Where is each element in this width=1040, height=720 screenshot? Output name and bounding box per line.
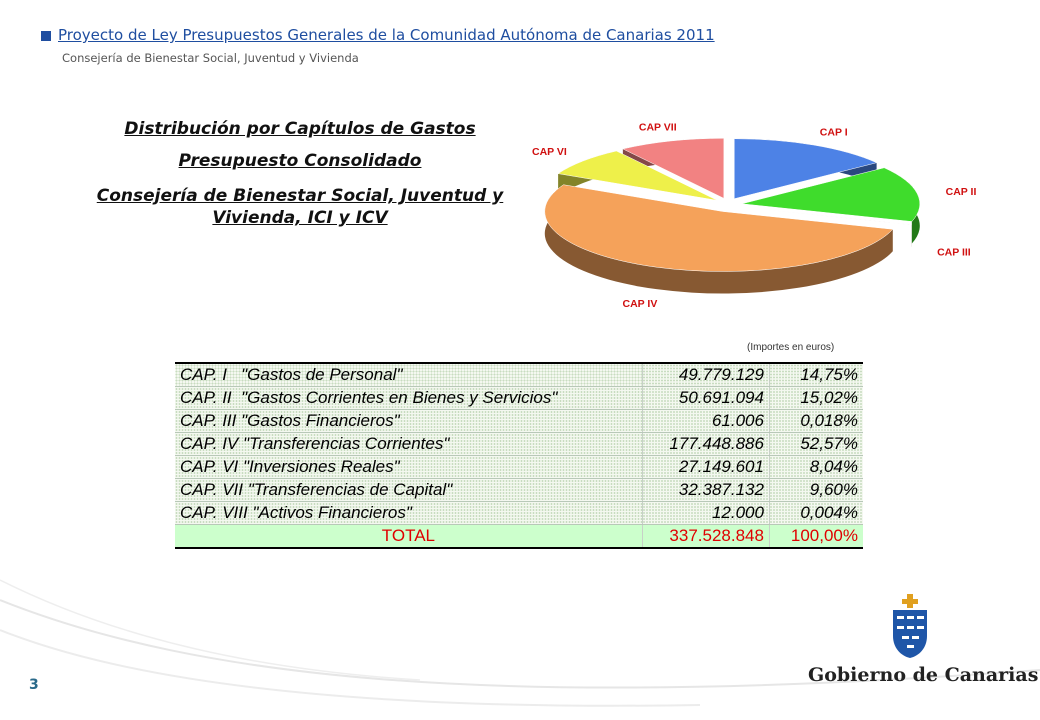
table-cell: 9,60%: [768, 478, 863, 502]
decoration: [0, 579, 1040, 707]
chart-title: Distribución por Capítulos de Gastos: [124, 119, 476, 139]
table-row: CAP. VI "Inversiones Reales" 27.149.601 8,…: [175, 455, 863, 479]
slice-label: CAP VI: [532, 146, 567, 158]
table-cell: CAP. I "Gastos de Personal": [175, 363, 643, 387]
table-cell: CAP. III "Gastos Financieros": [175, 409, 643, 433]
table-row: CAP. VIII "Activos Financieros" 12.000 0,0…: [175, 501, 863, 525]
table-row: CAP. IV "Transferencias Corrientes" 177.4…: [175, 432, 863, 456]
table-cell: CAP. VI "Inversiones Reales": [175, 455, 643, 479]
budget-table: CAP. I "Gastos de Personal" 49.779.129 14,…: [175, 362, 863, 549]
slice: [622, 138, 725, 199]
slice: [734, 138, 878, 200]
table-row: CAP. III "Gastos Financieros" 61.006 0,018…: [175, 409, 863, 433]
table-cell: 32.387.132: [641, 478, 770, 502]
header-title[interactable]: Proyecto de Ley Presupuestos Generales d…: [58, 26, 715, 44]
table-cell: 27.149.601: [641, 455, 770, 479]
table-cell: 52,57%: [768, 432, 863, 456]
slice: [557, 150, 718, 201]
table-cell: 12.000: [641, 501, 770, 525]
table-cell: CAP. VII "Transferencias de Capital": [175, 478, 643, 502]
table-cell: 61.006: [641, 409, 770, 433]
table-cell: CAP. VIII "Activos Financieros": [175, 501, 643, 525]
page-number: 3: [29, 677, 39, 693]
table-cell: 100,00%: [768, 524, 863, 549]
table-row: CAP. I "Gastos de Personal" 49.779.129 14,…: [175, 363, 863, 387]
table-cell: 177.448.886: [641, 432, 770, 456]
table-cell: CAP. II "Gastos Corrientes en Bienes y S…: [175, 386, 643, 410]
table-note: (Importes en euros): [747, 342, 835, 353]
slice-label: CAP IV: [623, 298, 658, 310]
chart-subtitle: Presupuesto Consolidado: [178, 151, 422, 171]
table-cell: 50.691.094: [641, 386, 770, 410]
slice-label: CAP VII: [639, 122, 677, 134]
table-cell: 14,75%: [768, 363, 863, 387]
table-cell: 8,04%: [768, 455, 863, 479]
slice: [741, 167, 921, 222]
table-row: TOTAL 337.528.848 100,00%: [175, 524, 863, 549]
table-cell: 337.528.848: [641, 524, 770, 549]
table-cell: 0,004%: [768, 501, 863, 525]
table-cell: CAP. IV "Transferencias Corrientes": [175, 432, 643, 456]
logo-shield: [893, 594, 927, 658]
slice-side: [544, 184, 893, 294]
slice: [544, 184, 894, 272]
table-cell: 0,018%: [768, 409, 863, 433]
bullet: [41, 31, 51, 41]
chart-entity: Consejería de Bienestar Social, Juventud…: [96, 186, 504, 228]
table-row: CAP. II "Gastos Corrientes en Bienes y S…: [175, 386, 863, 410]
slice-label: CAP III: [937, 246, 971, 258]
slice: [741, 206, 912, 226]
table-row: CAP. VII "Transferencias de Capital" 32.3…: [175, 478, 863, 502]
brand: Gobierno de Canarias: [808, 664, 1039, 686]
slice-label: CAP II: [946, 186, 977, 198]
pie-chart: CAP I CAP II CAP III CAP IV CAP VI CAP VII: [532, 122, 977, 310]
table-cell: 49.779.129: [641, 363, 770, 387]
table-cell: 15,02%: [768, 386, 863, 410]
slice-label: CAP I: [820, 127, 848, 139]
table-cell: TOTAL: [175, 524, 643, 549]
header-subtitle: Consejería de Bienestar Social, Juventud…: [62, 51, 359, 65]
